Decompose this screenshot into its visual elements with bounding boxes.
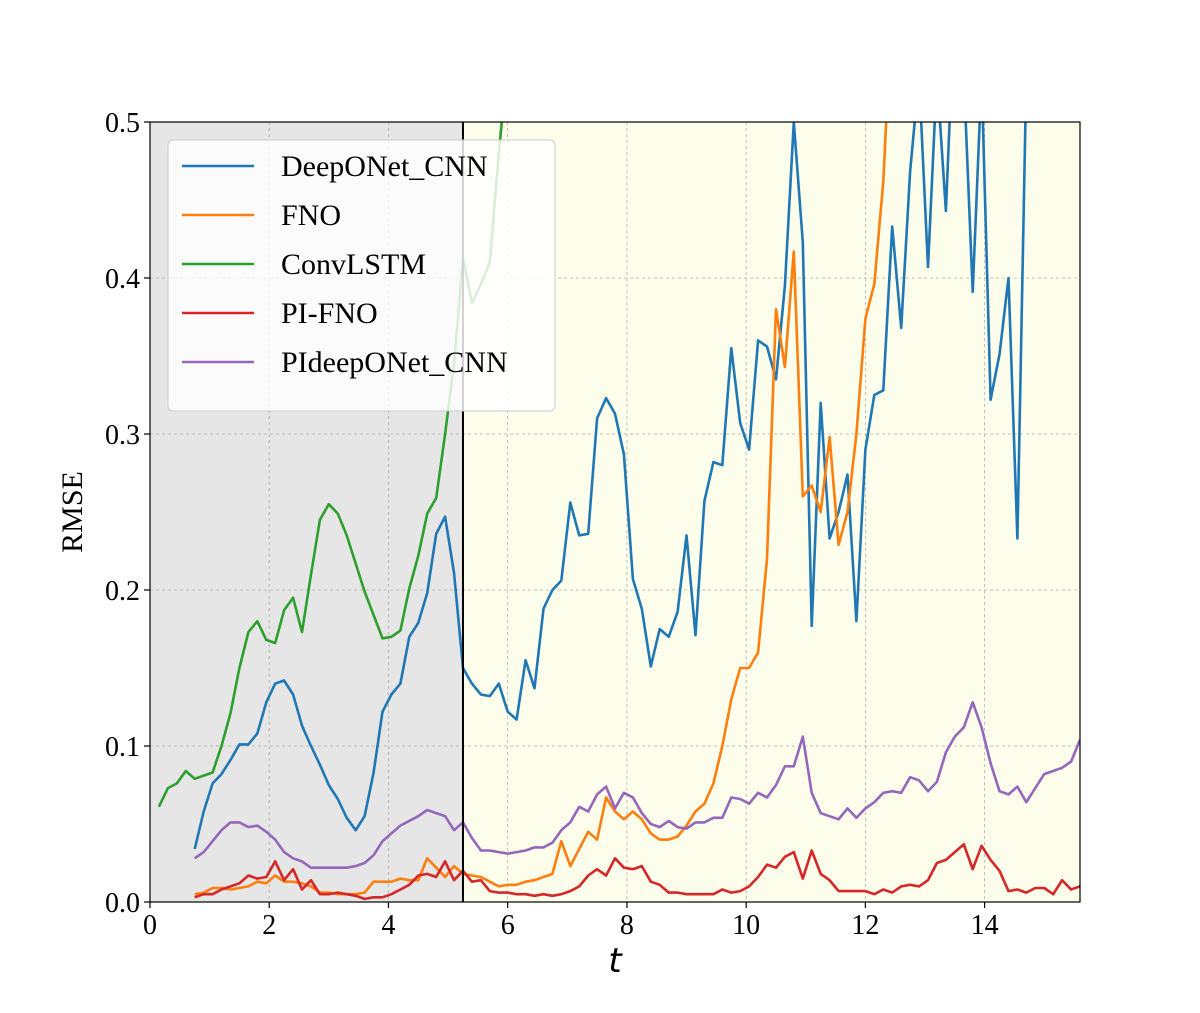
y-tick-label-4: 0.4 xyxy=(105,264,140,295)
x-tick-label-3: 6 xyxy=(501,910,515,941)
series-line-pi-fno xyxy=(194,843,1080,901)
legend-label-fno: FNO xyxy=(281,199,341,232)
x-tick-label-0: 0 xyxy=(143,910,157,941)
y-tick-label-1: 0.1 xyxy=(105,732,140,763)
legend-label-pi-fno: PI-FNO xyxy=(281,297,378,330)
x-tick-label-7: 14 xyxy=(971,910,999,941)
y-tick-label-0: 0.0 xyxy=(105,888,140,919)
x-tick-label-6: 12 xyxy=(851,910,879,941)
y-axis-label: RMSE xyxy=(56,471,89,553)
series-line-pideeponet-cnn xyxy=(193,701,1080,869)
y-tick-label-2: 0.2 xyxy=(105,576,140,607)
x-tick-label-4: 8 xyxy=(620,910,634,941)
legend: DeepONet_CNN FNO ConvLSTM PI-FNO PIdeepONet_… xyxy=(167,139,556,412)
legend-label-convlstm: ConvLSTM xyxy=(281,248,426,281)
x-tick-label-2: 4 xyxy=(381,910,395,941)
series-line-fno xyxy=(194,122,888,896)
legend-label-pideeponet-cnn: PIdeepONet_CNN xyxy=(281,346,508,379)
x-tick-label-5: 10 xyxy=(732,910,760,941)
legend-box xyxy=(167,139,556,412)
region-1 xyxy=(462,122,1080,902)
y-tick-label-3: 0.3 xyxy=(105,420,140,451)
plot-frame xyxy=(149,121,1081,903)
y-tick-label-5: 0.5 xyxy=(105,108,140,139)
x-tick-label-1: 2 xyxy=(262,910,276,941)
legend-label-deeponet-cnn: DeepONet_CNN xyxy=(281,150,488,183)
series-line-deeponet-cnn xyxy=(193,122,1027,850)
axes: 0 2 4 6 8 10 12 14 0.0 0.1 0.2 0.3 0.4 0.5 xyxy=(105,108,999,941)
x-axis-label: t xyxy=(608,941,623,981)
